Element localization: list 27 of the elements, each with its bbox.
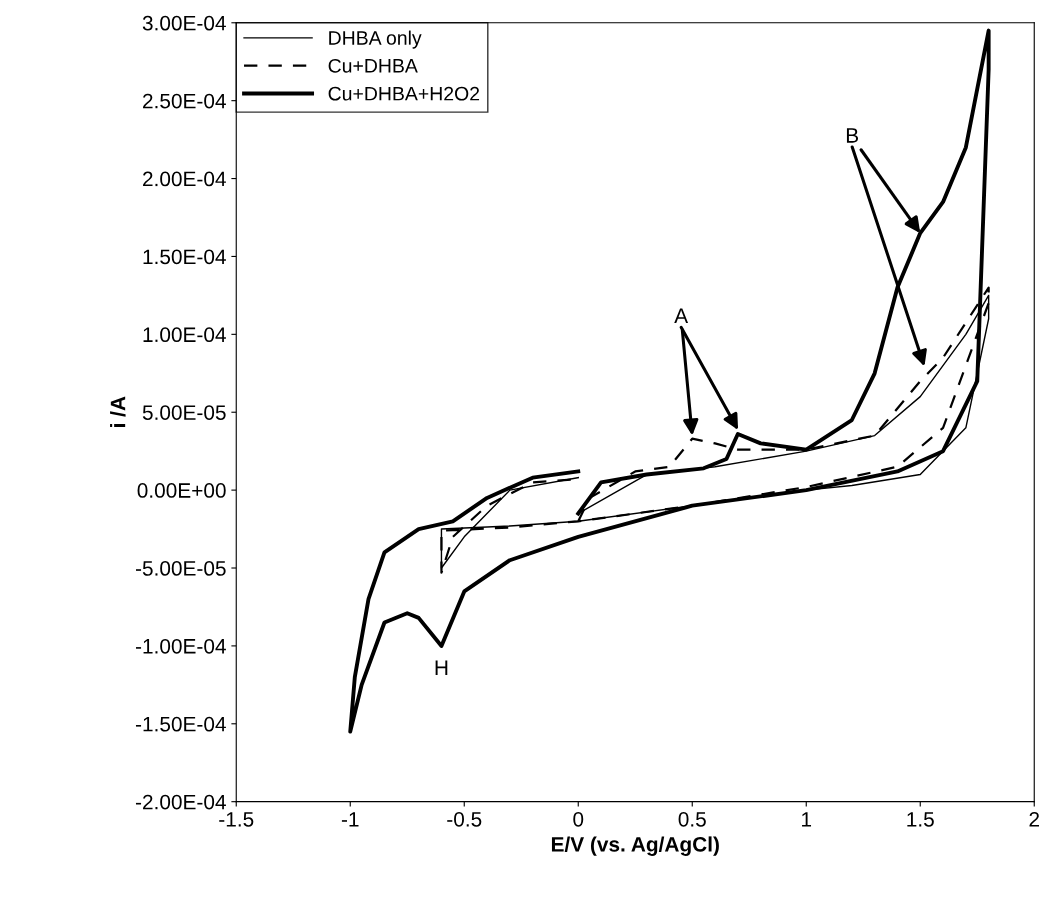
legend-label: Cu+DHBA+H2O2 <box>328 86 480 101</box>
y-tick-label: 3.00E-04 <box>142 15 226 31</box>
x-tick-label: 1.5 <box>907 812 934 827</box>
y-tick-label: 2.50E-04 <box>143 93 226 109</box>
y-tick-label: 1.50E-04 <box>143 249 226 265</box>
y-tick-label: 0.00E+00 <box>137 483 226 498</box>
y-tick-label: 1.00E-04 <box>143 327 226 343</box>
legend-label: Cu+DHBA <box>328 58 418 73</box>
y-tick-label: -1.00E-04 <box>135 638 226 654</box>
y-tick-label: 5.00E-05 <box>142 405 226 420</box>
x-tick-label: -1.5 <box>219 812 254 827</box>
legend-label: DHBA only <box>329 30 422 49</box>
y-tick-label: -5.00E-05 <box>135 561 226 576</box>
y-axis-title: i /A <box>110 396 126 427</box>
y-tick-label: 2.00E-04 <box>143 171 226 187</box>
y-tick-label: -1.50E-04 <box>135 716 226 732</box>
annotation: B <box>846 128 859 143</box>
x-tick-label: -0.5 <box>447 811 482 827</box>
x-tick-label: 0 <box>573 811 584 827</box>
x-axis-title: E/V (vs. Ag/AgCl) <box>551 836 719 856</box>
x-tick-label: 2 <box>1029 811 1039 827</box>
annotation: H <box>435 660 448 675</box>
x-tick-label: -1 <box>341 812 359 827</box>
annotation: A <box>674 308 689 323</box>
x-tick-label: 1 <box>802 812 812 827</box>
y-tick-label: -2.00E-04 <box>135 794 226 810</box>
x-tick-label: 0.5 <box>678 811 706 827</box>
